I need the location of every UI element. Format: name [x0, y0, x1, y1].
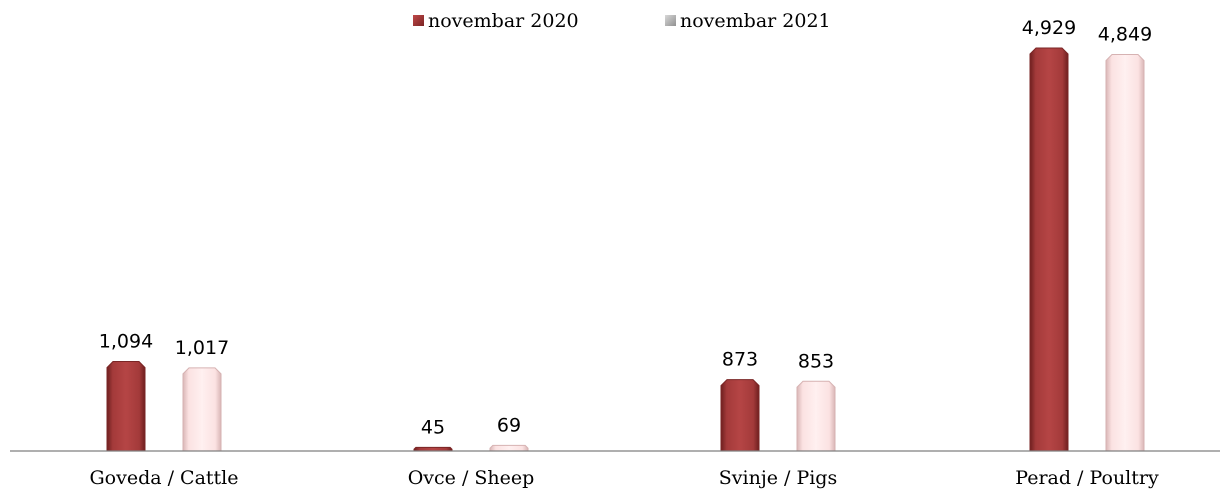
bar-2021-3 [1105, 54, 1145, 452]
bar-2020-3 [1029, 47, 1069, 452]
data-label-2021-1: 69 [497, 414, 521, 436]
data-label-2020-1: 45 [421, 416, 445, 438]
data-label-2021-2: 853 [798, 350, 834, 372]
legend-label-2021: novembar 2021 [680, 10, 831, 32]
legend-item-2021: novembar 2021 [665, 10, 831, 32]
data-labels-group: 1,094 1,017 45 69 873 853 4,929 4,849 [99, 17, 1152, 438]
legend-label-2020: novembar 2020 [428, 10, 579, 32]
bar-2020-0 [106, 361, 146, 452]
x-tick-label-0: Goveda / Cattle [89, 467, 238, 489]
data-label-2020-3: 4,929 [1022, 17, 1076, 39]
bar-2021-2 [796, 380, 836, 452]
data-label-2020-2: 873 [722, 349, 758, 371]
legend-swatch-2021 [665, 15, 676, 26]
bar-2021-0 [182, 367, 222, 452]
x-tick-label-3: Perad / Poultry [1015, 467, 1159, 489]
legend-item-2020: novembar 2020 [413, 10, 579, 32]
data-label-2020-0: 1,094 [99, 331, 153, 353]
bar-2021-1 [489, 444, 529, 452]
x-axis-tick-labels: Goveda / Cattle Ovce / Sheep Svinje / Pigs… [89, 467, 1159, 489]
legend-swatch-2020 [413, 15, 424, 26]
legend: novembar 2020 novembar 2021 [413, 10, 831, 32]
data-label-2021-0: 1,017 [175, 337, 229, 359]
data-label-2021-3: 4,849 [1098, 24, 1152, 46]
x-tick-label-2: Svinje / Pigs [719, 467, 837, 489]
bars-group [106, 47, 1145, 452]
x-tick-label-1: Ovce / Sheep [408, 467, 535, 489]
bar-2020-2 [720, 379, 760, 452]
